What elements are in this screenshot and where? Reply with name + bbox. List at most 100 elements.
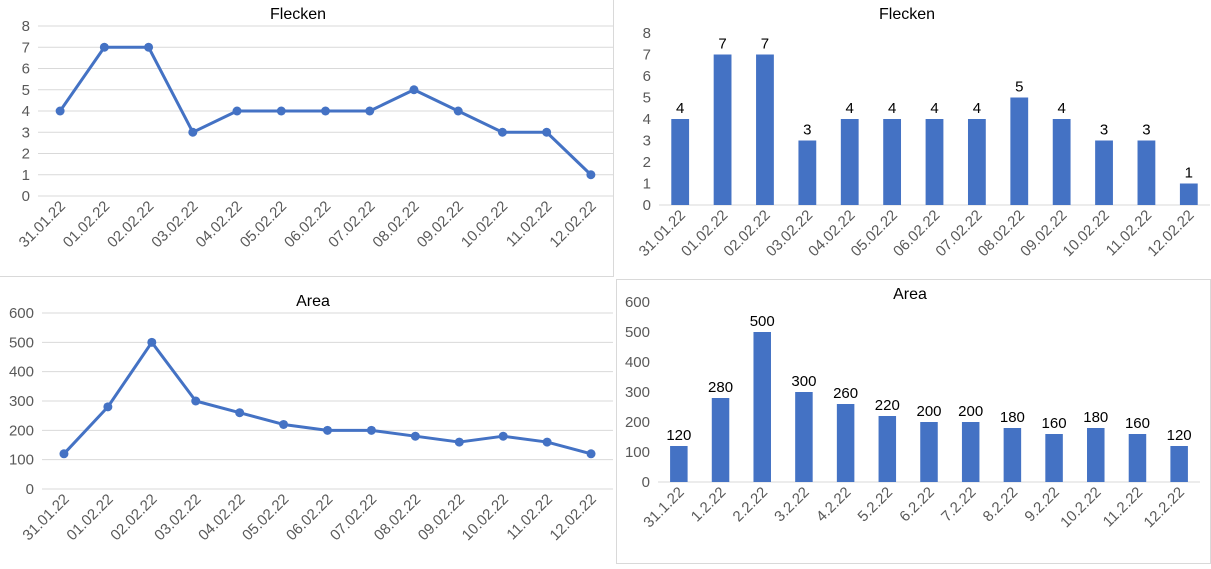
area-bar-bar (1003, 428, 1022, 482)
area-line-y-tick-label: 300 (9, 393, 34, 410)
flecken-line-y-tick-label: 8 (22, 18, 30, 35)
area-bar-y-tick-label: 100 (625, 444, 650, 461)
flecken-bar-bar (798, 140, 817, 205)
area-line-plot-group: Area010020030040050060031.01.2201.02.220… (9, 293, 613, 544)
area-line-chart[interactable]: Area 0 100 200 300 400 500 600 31.01.22 01.02.22 0… (0, 285, 614, 564)
flecken-bar-data-label: 4 (1057, 100, 1065, 117)
area-bar-data-label: 120 (1167, 427, 1192, 444)
flecken-line-title: Flecken (270, 6, 326, 23)
flecken-bar-data-label: 5 (1015, 79, 1023, 96)
area-line-series-line (62, 340, 592, 456)
flecken-bar-bar (1179, 183, 1198, 205)
area-line-data-point (235, 408, 245, 418)
flecken-bar-data-label: 4 (676, 100, 684, 117)
flecken-bar-y-tick-label: 7 (643, 47, 651, 64)
area-bar-y-tick-label: 300 (625, 384, 650, 401)
area-line-y-tick-label: 600 (9, 305, 34, 322)
area-line-y-tick-label: 0 (26, 481, 34, 498)
area-line-data-point (279, 419, 289, 429)
flecken-line-data-point (188, 127, 198, 137)
area-bar-data-label: 160 (1042, 415, 1067, 432)
flecken-bar-chart[interactable]: Flecken 0 1 2 3 4 5 6 7 8 31.01.22 01.02.22 02.02.22… (616, 0, 1211, 277)
flecken-bar-data-label: 7 (761, 36, 769, 53)
area-line-data-point (498, 431, 508, 441)
area-line-data-point (323, 425, 332, 435)
flecken-bar-y-tick-label: 5 (643, 90, 651, 107)
area-line-y-tick-label: 400 (9, 364, 34, 381)
area-bar-data-label: 180 (1000, 409, 1025, 426)
flecken-line-data-point (99, 42, 109, 52)
area-line-y-tick-label: 500 (9, 334, 34, 351)
flecken-bar-data-label: 7 (718, 36, 726, 53)
flecken-bar-bar (671, 119, 690, 205)
area-line-x-tick-label: 05.02.22 (239, 491, 292, 544)
flecken-line-y-tick-label: 6 (22, 61, 30, 78)
flecken-line-data-point (409, 85, 419, 95)
area-line-data-point (366, 425, 376, 435)
flecken-line-data-point (232, 106, 242, 116)
flecken-bar-bar (1010, 97, 1029, 205)
flecken-line-y-tick-label: 3 (22, 124, 30, 141)
flecken-bar-data-label: 1 (1185, 165, 1193, 182)
flecken-line-y-tick-label: 1 (22, 167, 30, 184)
flecken-bar-data-label: 4 (888, 100, 896, 117)
chart-border-bottom-right (616, 279, 1211, 564)
flecken-bar-y-tick-label: 8 (643, 25, 651, 42)
area-line-data-point (103, 402, 113, 412)
flecken-bar-data-label: 4 (846, 100, 854, 117)
area-line-x-tick-label: 06.02.22 (283, 491, 336, 544)
flecken-bar-bar (756, 54, 774, 205)
area-bar-bar (1128, 434, 1147, 482)
flecken-bar-title: Flecken (879, 6, 935, 23)
area-bar-chart[interactable]: Area 0 100 200 300 400 500 600 31.1.22 1.2.22 2.2.… (616, 279, 1211, 564)
flecken-line-data-point (55, 106, 65, 116)
area-line-data-point (586, 449, 596, 459)
area-bar-data-label: 180 (1083, 409, 1108, 426)
area-bar-title: Area (893, 286, 927, 303)
flecken-bar-bar (713, 54, 732, 205)
flecken-line-y-tick-label: 2 (22, 146, 30, 163)
flecken-bar-y-tick-label: 1 (643, 176, 651, 193)
area-bar-data-label: 160 (1125, 415, 1150, 432)
area-line-x-tick-label: 03.02.22 (151, 491, 204, 544)
flecken-bar-bar (1137, 140, 1156, 205)
area-bar-y-tick-label: 400 (625, 354, 650, 371)
area-bar-y-tick-label: 200 (625, 414, 650, 431)
area-bar-bar (836, 404, 855, 482)
flecken-bar-data-label: 3 (1142, 122, 1150, 139)
flecken-line-y-tick-label: 0 (22, 188, 30, 205)
area-line-x-tick-label: 31.01.22 (19, 491, 72, 544)
flecken-line-y-tick-label: 4 (22, 103, 30, 120)
flecken-bar-bar (967, 119, 986, 205)
flecken-line-chart[interactable]: Flecken 0 1 2 3 4 5 6 7 8 31.01.22 01.02.22 02.02.22… (0, 0, 614, 277)
flecken-line-y-tick-label: 7 (22, 39, 30, 56)
flecken-bar-y-tick-label: 6 (643, 68, 651, 85)
flecken-bar-bar (840, 119, 859, 205)
area-line-data-point (454, 437, 464, 447)
area-bar-y-tick-label: 500 (625, 324, 650, 341)
flecken-line-chart-svg: Flecken01234567831.01.2201.02.2202.02.22… (16, 6, 613, 251)
area-line-x-tick-label: 04.02.22 (195, 491, 248, 544)
flecken-line-data-point (365, 106, 375, 116)
area-bar-bar (1170, 446, 1188, 482)
area-line-data-point (191, 396, 201, 406)
flecken-bar-bar (1052, 119, 1071, 205)
area-bar-bar (920, 422, 938, 482)
area-line-data-point (147, 337, 157, 347)
area-bar-bar (1087, 428, 1105, 482)
area-line-x-tick-label: 12.02.22 (547, 491, 600, 544)
flecken-bar-x-tick-label: 12.02.22 (1144, 207, 1197, 260)
area-line-x-tick-label: 07.02.22 (327, 491, 380, 544)
area-line-x-tick-label: 08.02.22 (371, 491, 424, 544)
flecken-bar-chart-svg: Flecken01234567831.01.2201.02.2202.02.22… (636, 6, 1210, 260)
flecken-bar-y-tick-label: 2 (643, 154, 651, 171)
flecken-bar-x-tick-label: 10.02.22 (1060, 207, 1113, 260)
area-bar-bar (795, 392, 813, 482)
area-bar-bar (711, 398, 730, 482)
flecken-line-y-tick-label: 5 (22, 82, 30, 99)
area-line-data-point (410, 431, 420, 441)
flecken-bar-plot-group: Flecken01234567831.01.2201.02.2202.02.22… (636, 6, 1210, 260)
flecken-bar-y-tick-label: 0 (643, 197, 651, 214)
area-line-y-tick-label: 100 (9, 452, 34, 469)
